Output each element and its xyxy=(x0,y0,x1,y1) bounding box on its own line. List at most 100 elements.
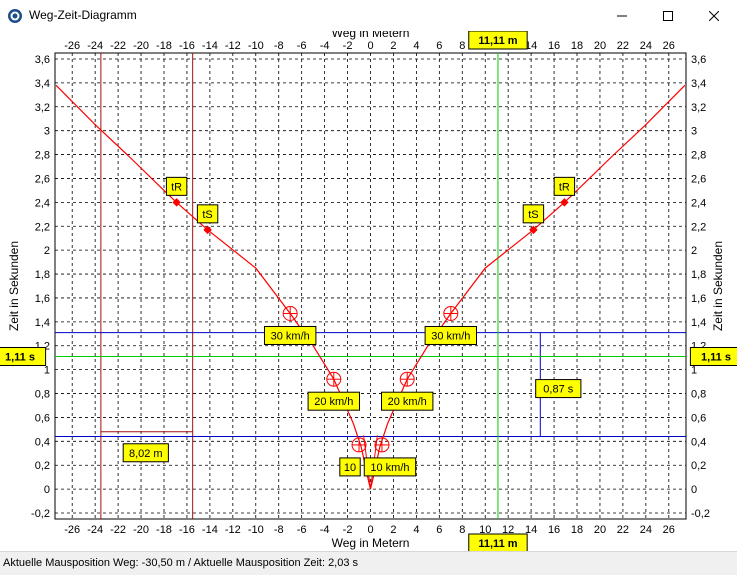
marker-label: tR xyxy=(553,176,576,196)
y-tick-label-left: 3 xyxy=(44,126,50,138)
x-tick-label-bottom: 24 xyxy=(640,524,652,536)
time-label-bg xyxy=(535,379,582,399)
x-tick-label-top: 20 xyxy=(594,40,606,52)
y-tick-label-right: 1,8 xyxy=(691,269,706,281)
y-tick-label-left: 1,6 xyxy=(35,293,50,305)
speed-label-bg xyxy=(363,457,417,477)
y-tick-label-left: 3,6 xyxy=(35,54,50,66)
distance-label-bg xyxy=(122,443,169,463)
x-tick-label-bottom: 14 xyxy=(525,524,537,536)
point-marker xyxy=(203,225,212,235)
x-tick-label-top: 0 xyxy=(367,40,373,52)
y-tick-label-right: 2,8 xyxy=(691,150,706,162)
marker-label-text: tS xyxy=(202,209,212,221)
marker-label-bg xyxy=(196,204,219,224)
speed-label-bg xyxy=(307,391,360,411)
y-tick-label-right: 2,6 xyxy=(691,173,706,185)
y-tick-label-left: 2,4 xyxy=(35,197,50,209)
x-tick-label-bottom: -4 xyxy=(320,524,330,536)
cursor-x-label-bottom-text: 11,11 m xyxy=(478,538,517,550)
y-tick-label-left: 0 xyxy=(44,484,50,496)
x-tick-label-top: -22 xyxy=(110,40,126,52)
x-tick-label-bottom: -12 xyxy=(225,524,241,536)
x-tick-label-top: 2 xyxy=(390,40,396,52)
speed-label-text: 30 km/h xyxy=(431,330,470,342)
x-tick-label-bottom: -16 xyxy=(179,524,195,536)
x-tick-label-bottom: -26 xyxy=(64,524,80,536)
speed-label-text: 10 xyxy=(344,462,356,474)
y-tick-label-left: 1 xyxy=(44,365,50,377)
x-tick-label-top: -12 xyxy=(225,40,241,52)
x-tick-label-bottom: -8 xyxy=(274,524,284,536)
speed-label-bg xyxy=(424,325,478,345)
y-tick-label-right: 2,4 xyxy=(691,197,706,209)
cursor-x-label-top-text: 11,11 m xyxy=(478,35,517,47)
x-tick-label-top: 8 xyxy=(459,40,465,52)
status-bar: Aktuelle Mausposition Weg: -30,50 m / Ak… xyxy=(0,551,737,575)
point-marker xyxy=(172,198,181,207)
x-tick-label-bottom: 8 xyxy=(459,524,465,536)
y-tick-label-left: 0,6 xyxy=(35,412,50,424)
cursor-y-label-right: 1,11 s xyxy=(689,346,737,366)
minimize-button[interactable] xyxy=(599,0,645,31)
maximize-button[interactable] xyxy=(645,0,691,31)
y-tick-label-right: 0,8 xyxy=(691,389,706,401)
speed-label-text: 20 km/h xyxy=(314,396,353,408)
x-tick-label-bottom: 26 xyxy=(663,524,675,536)
series-line-center xyxy=(363,435,378,490)
cursor-x-label-top: 11,11 m xyxy=(468,30,528,50)
speed-label-text: 10 km/h xyxy=(370,462,409,474)
speed-label-bg xyxy=(339,457,361,477)
x-tick-label-bottom: -24 xyxy=(87,524,103,536)
x-tick-label-top: 6 xyxy=(436,40,442,52)
x-tick-label-top: 16 xyxy=(548,40,560,52)
x-tick-label-top: 22 xyxy=(617,40,629,52)
x-tick-label-bottom: -2 xyxy=(343,524,353,536)
y-tick-label-right: 2 xyxy=(691,245,697,257)
speed-label-bg xyxy=(263,325,317,345)
speed-label: 20 km/h xyxy=(307,391,360,411)
title-bar[interactable]: Weg-Zeit-Diagramm xyxy=(0,0,737,31)
y-tick-label-right: 3,4 xyxy=(691,78,706,90)
maximize-icon xyxy=(663,10,673,21)
y-tick-label-left: 1,4 xyxy=(35,317,50,329)
cursor-y-label-left-text: 1,11 s xyxy=(5,351,35,363)
x-tick-label-bottom: 16 xyxy=(548,524,560,536)
x-tick-label-bottom: 6 xyxy=(436,524,442,536)
weg-zeit-chart[interactable]: -26-26-24-24-22-22-20-20-18-18-16-16-14-… xyxy=(0,26,737,553)
y-tick-label-left: 2,2 xyxy=(35,221,50,233)
close-icon xyxy=(709,10,719,21)
y-tick-label-right: 0 xyxy=(691,484,697,496)
status-text: Aktuelle Mausposition Weg: -30,50 m / Ak… xyxy=(3,557,359,569)
x-tick-label-top: -10 xyxy=(248,40,264,52)
y-tick-label-left: 1,8 xyxy=(35,269,50,281)
speed-label: 30 km/h xyxy=(263,325,317,345)
y-axis-title-right: Zeit in Sekunden xyxy=(711,241,725,331)
marker-label-text: tS xyxy=(528,209,538,221)
distance-label: 8,02 m xyxy=(122,443,169,463)
chart-area[interactable]: -26 -26 -24 -24 -22 -22 -20 -20 -18 -18 -16 -16 -14-… xyxy=(0,26,737,553)
x-tick-label-bottom: -10 xyxy=(248,524,264,536)
cursor-y-label-right-text: 1,11 s xyxy=(701,351,731,363)
cursor-x-label-bottom: 11,11 m xyxy=(468,533,528,553)
marker-label-bg xyxy=(522,204,545,224)
close-button[interactable] xyxy=(691,0,737,31)
x-tick-label-bottom: -18 xyxy=(156,524,172,536)
x-tick-label-top: -8 xyxy=(274,40,284,52)
y-tick-label-right: 0,6 xyxy=(691,412,706,424)
marker-label: tS xyxy=(522,204,545,224)
y-tick-label-right: 3 xyxy=(691,126,697,138)
x-tick-label-top: 4 xyxy=(413,40,419,52)
x-tick-label-bottom: -22 xyxy=(110,524,126,536)
y-tick-label-left: 2,8 xyxy=(35,150,50,162)
y-tick-label-right: 2,2 xyxy=(691,221,706,233)
cursor-y-label-right-bg xyxy=(689,346,737,366)
y-tick-label-right: -0,2 xyxy=(691,508,710,520)
y-tick-label-right: 3,2 xyxy=(691,102,706,114)
time-label-text: 0,87 s xyxy=(543,384,573,396)
y-axis-title-left: Zeit in Sekunden xyxy=(7,241,21,331)
marker-label-bg xyxy=(553,176,576,196)
x-tick-label-top: 24 xyxy=(640,40,652,52)
y-tick-label-right: 1 xyxy=(691,365,697,377)
x-tick-label-top: -16 xyxy=(179,40,195,52)
